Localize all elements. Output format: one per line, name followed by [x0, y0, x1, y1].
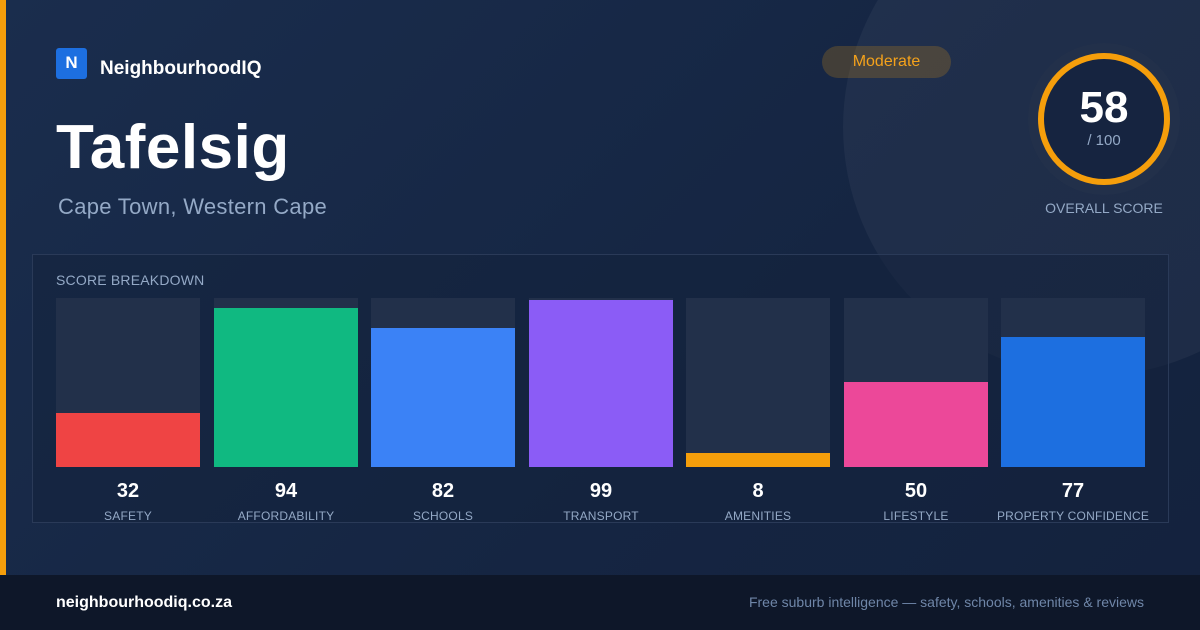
footer-domain-link[interactable]: neighbourhoodiq.co.za [56, 594, 232, 611]
suburb-title: Tafelsig [56, 113, 290, 182]
score-label: LIFESTYLE [883, 509, 949, 523]
overall-score-label: OVERALL SCORE [1045, 200, 1163, 216]
rating-badge: Moderate [822, 46, 951, 78]
bar-fill [371, 328, 515, 467]
score-label: PROPERTY CONFIDENCE [996, 509, 1150, 523]
logo-icon: N [56, 47, 87, 79]
score-label: AMENITIES [724, 509, 792, 523]
score-value: 99 [589, 480, 613, 502]
overall-score-ring: 58 / 100 [1028, 43, 1180, 195]
footer-tagline: Free suburb intelligence — safety, schoo… [748, 594, 1144, 610]
footer: neighbourhoodiq.co.za Free suburb intell… [0, 575, 1200, 630]
bar-fill [686, 453, 830, 467]
breakdown-title: SCORE BREAKDOWN [56, 272, 205, 288]
brand[interactable]: N NeighbourhoodIQ [56, 46, 261, 80]
bar-track [56, 298, 200, 467]
bar-fill [214, 308, 358, 467]
ring-inner-fill [1041, 56, 1167, 182]
score-label: SCHOOLS [412, 509, 474, 523]
bar-track [214, 298, 358, 467]
ring-arc [1038, 53, 1170, 185]
score-label: TRANSPORT [563, 509, 639, 523]
bar-track [686, 298, 830, 467]
bar-fill [1001, 337, 1145, 467]
overall-score-value: 58 [1079, 83, 1129, 132]
bar-track [371, 298, 515, 467]
ring-graphic [1038, 53, 1170, 185]
overall-score-denominator: / 100 [1087, 132, 1121, 149]
suburb-location: Cape Town, Western Cape [58, 194, 328, 219]
score-value: 8 [752, 480, 764, 502]
score-label: AFFORDABILITY [237, 509, 335, 523]
bar-track [1001, 298, 1145, 467]
bar-track [844, 298, 988, 467]
score-value: 82 [431, 480, 455, 502]
score-value: 32 [116, 480, 140, 502]
score-breakdown-panel: SCORE BREAKDOWN 32 SAFETY 94 AFFORDABILITY 8… [32, 254, 1169, 523]
bar-fill [56, 413, 200, 467]
score-value: 50 [904, 480, 928, 502]
bar-fill [529, 300, 673, 467]
brand-name: NeighbourhoodIQ [100, 58, 262, 79]
bar-track [529, 298, 673, 467]
score-value: 94 [274, 480, 298, 502]
accent-bar [0, 0, 6, 575]
score-value: 77 [1061, 480, 1085, 502]
score-label: SAFETY [104, 509, 152, 523]
bar-fill [844, 382, 988, 467]
